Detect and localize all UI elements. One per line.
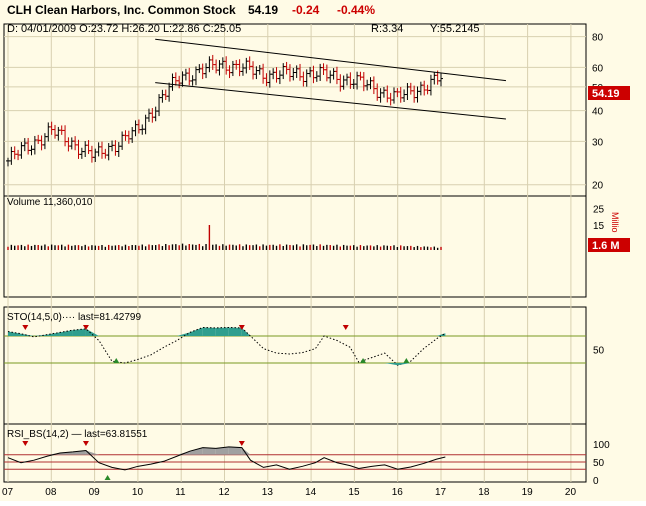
channel-lower-line [155, 82, 507, 120]
buy-signal-arrow [403, 358, 410, 363]
volume-unit-label: Millio [610, 212, 620, 233]
stochastic-fill [228, 327, 242, 336]
stochastic-line [7, 326, 446, 366]
channel-upper-line [155, 38, 507, 82]
x-tick-label: 18 [478, 487, 490, 498]
x-tick-label: 09 [89, 487, 101, 498]
volume-badge-label: 1.6 M [592, 240, 620, 252]
stochastic-series [7, 325, 446, 366]
volume-bars [7, 225, 442, 250]
rsi-fill [72, 450, 86, 455]
grid-layer [4, 24, 586, 482]
sell-signal-arrow [82, 441, 89, 446]
rsi-y-tick: 50 [593, 458, 605, 469]
stochastic-title: STO(14,5,0)···· last=81.42799 [7, 312, 141, 323]
stochastic-fill [202, 327, 216, 336]
stochastic-fill [85, 328, 99, 336]
x-tick-label: 17 [435, 487, 447, 498]
x-tick-label: 16 [392, 487, 404, 498]
x-tick-label: 20 [565, 487, 577, 498]
buy-signal-arrow [360, 358, 367, 363]
x-tick-label: 11 [175, 487, 186, 498]
rsi-fill [228, 446, 242, 455]
price-bars [6, 38, 507, 167]
stochastic-oversold-fill [384, 363, 398, 366]
buy-signal-arrow [104, 475, 111, 480]
stochastic-y-tick: 50 [593, 346, 605, 357]
rsi-y-tick: 100 [593, 440, 610, 451]
stochastic-fill [8, 331, 21, 336]
price-badge [588, 86, 630, 100]
price-y-tick: 80 [592, 33, 604, 44]
price-y-tick: 40 [592, 107, 604, 118]
volume-title: Volume 11,360,010 [7, 197, 93, 208]
stochastic-fill [436, 333, 446, 336]
sell-signal-arrow [82, 325, 89, 330]
buy-signal-arrow [113, 358, 120, 363]
stochastic-fill [20, 333, 34, 336]
price-y-tick: 60 [592, 63, 604, 74]
chart-title: CLH Clean Harbors, Inc. Common Stock [7, 3, 236, 17]
axis-labels: 07 08 09 10 11 12 13 14 15 16 17 18 19 20 20 30 40 50 60 80… [2, 33, 610, 498]
stochastic-fill [215, 327, 229, 336]
stochastic-fill [176, 332, 190, 336]
rsi-fill [189, 447, 203, 455]
rsi-panel [3, 423, 587, 483]
x-tick-label: 12 [219, 487, 231, 498]
price-change-pct: -0.44% [337, 3, 375, 17]
rsi-line [7, 446, 446, 471]
x-tick-label: 14 [305, 487, 317, 498]
sell-signal-arrow [342, 325, 349, 330]
x-tick-label: 10 [132, 487, 144, 498]
volume-y-tick: 15 [593, 221, 605, 232]
x-tick-label: 19 [522, 487, 534, 498]
rsi-title: RSI_BS(14,2) — last=63.81551 [7, 429, 148, 440]
x-tick-label: 13 [262, 487, 274, 498]
stochastic-oversold-fill [397, 363, 411, 366]
r-value: R:3.34 [371, 23, 403, 35]
stochastic-fill [72, 328, 86, 336]
rsi-fill [202, 447, 216, 455]
x-tick-label: 15 [348, 487, 360, 498]
ohlc-readout: D: 04/01/2009 O:23.72 H:26.20 L:22.86 C:… [7, 23, 241, 35]
sell-signal-arrow [22, 441, 29, 446]
price-change: -0.24 [292, 3, 320, 17]
volume-y-tick: 25 [593, 204, 605, 215]
sell-signal-arrow [238, 441, 245, 446]
volume-panel [3, 195, 587, 298]
volume-badge [588, 238, 630, 252]
rsi-y-tick: 0 [593, 476, 599, 487]
price-badge-label: 54.19 [592, 88, 620, 100]
sell-signal-arrow [22, 325, 29, 330]
x-tick-label: 07 [2, 487, 14, 498]
last-price: 54.19 [248, 3, 278, 17]
rsi-fill [241, 447, 251, 455]
price-y-tick: 20 [592, 181, 604, 192]
y-value: Y:55.2145 [430, 23, 480, 35]
stochastic-fill [241, 327, 251, 336]
sell-signal-arrow [238, 325, 245, 330]
rsi-fill [215, 446, 229, 455]
stochastic-fill [59, 330, 73, 336]
x-tick-label: 08 [45, 487, 57, 498]
stochastic-fill [189, 327, 203, 336]
price-y-tick: 30 [592, 137, 604, 148]
rsi-series [7, 441, 446, 480]
